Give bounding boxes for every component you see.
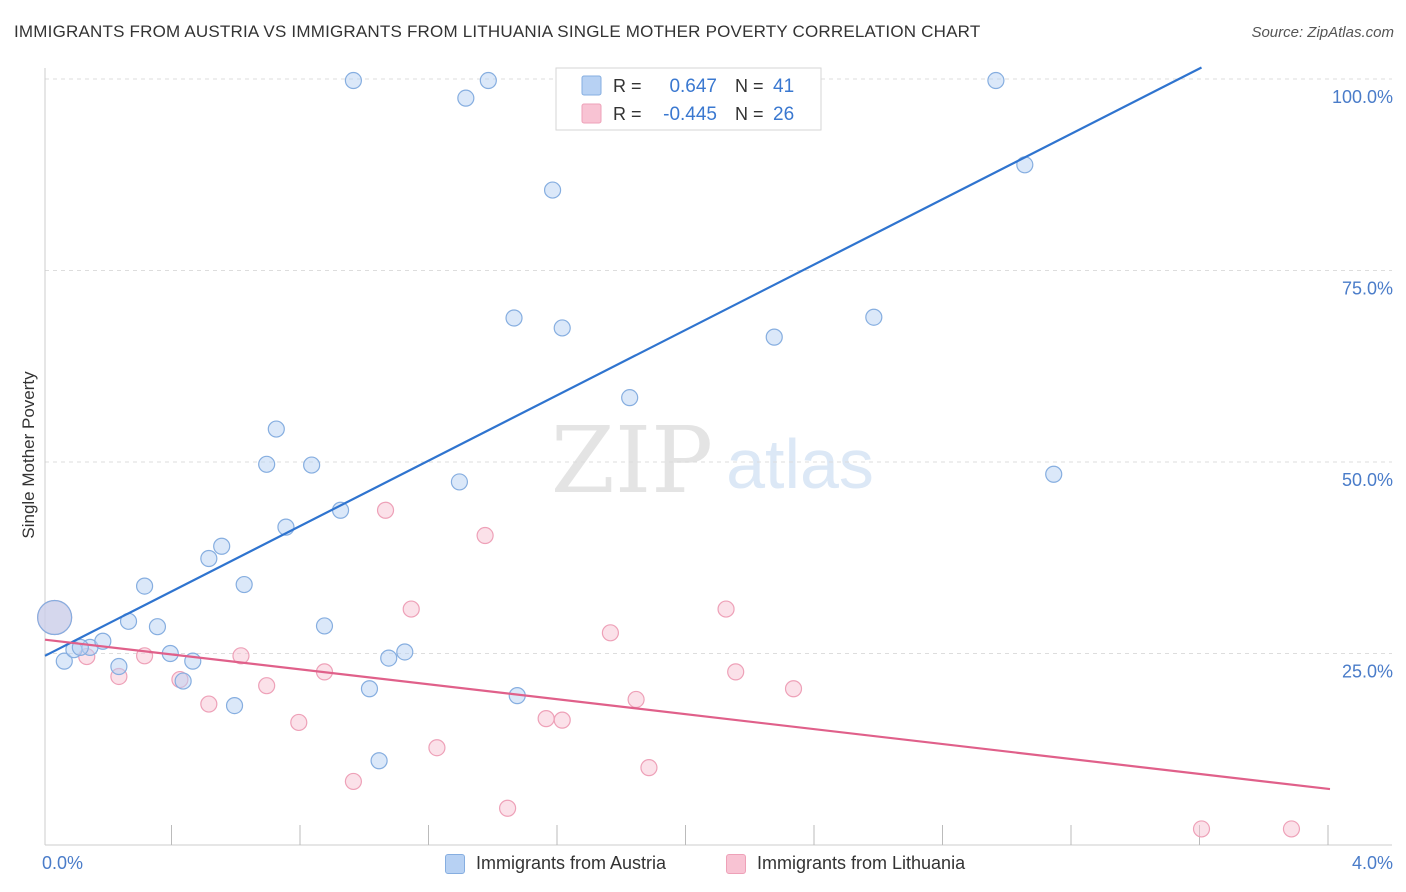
austria-point [865, 308, 883, 326]
lithuania-point [717, 600, 735, 618]
austria-point [37, 599, 73, 636]
lithuania-point [727, 663, 745, 681]
austria-point [344, 71, 362, 90]
legend-lithuania-swatch [726, 854, 746, 874]
austria-point [987, 71, 1005, 90]
stats-lithuania-swatch [581, 103, 602, 124]
austria-point [258, 455, 276, 473]
austria-point [505, 309, 523, 327]
source-credit: Source: ZipAtlas.com [1251, 24, 1394, 41]
trend-lines [44, 66, 1331, 791]
axes [44, 68, 1392, 846]
lithuania-point [258, 677, 276, 695]
x-tick-label: 4.0% [1352, 853, 1393, 873]
austria-point [174, 672, 192, 690]
legend-lithuania-label: Immigrants from Lithuania [757, 853, 966, 873]
austria-point [553, 319, 571, 337]
tick-labels: 25.0% 50.0% 75.0% 100.0% 0.0% 4.0% [42, 87, 1393, 873]
lithuania-trend-line [44, 638, 1331, 791]
austria-point [360, 680, 379, 698]
lithuania-point [402, 600, 420, 618]
lithuania-point [627, 690, 645, 709]
austria-point [380, 649, 398, 667]
stats-lithuania-n-label: N = [735, 104, 764, 124]
stats-austria-swatch [581, 75, 602, 96]
y-tick-label: 50.0% [1342, 470, 1393, 490]
austria-point [148, 618, 167, 636]
watermark-zip: ZIP [551, 407, 713, 514]
gridlines [45, 78, 1392, 654]
lithuania-point [290, 713, 308, 732]
lithuania-point [640, 759, 658, 777]
lithuania-point [1282, 820, 1301, 838]
lithuania-point [784, 680, 803, 698]
austria-point [765, 328, 783, 346]
austria-point [225, 696, 244, 715]
lithuania-point [537, 710, 555, 728]
stats-austria-n-value: 41 [773, 76, 794, 97]
austria-point [267, 420, 285, 438]
lithuania-point [601, 624, 620, 642]
legend-austria-swatch [445, 854, 465, 874]
austria-point [135, 577, 154, 595]
lithuania-point [553, 711, 571, 729]
austria-point [55, 652, 73, 670]
watermark-atlas: atlas [726, 425, 874, 503]
x-tick-label: 0.0% [42, 853, 83, 873]
y-axis-label: Single Mother Poverty [19, 371, 38, 539]
austria-point [213, 537, 231, 555]
stats-austria-n-label: N = [735, 76, 764, 96]
austria-trend-line [44, 66, 1202, 657]
chart-title: IMMIGRANTS FROM AUSTRIA VS IMMIGRANTS FR… [14, 22, 981, 41]
lithuania-point [499, 799, 517, 817]
lithuania-point [200, 695, 218, 713]
lithuania-point [376, 501, 395, 519]
stats-lithuania-r-value: -0.445 [663, 104, 717, 125]
stats-austria-r-label: R = [613, 76, 642, 96]
stats-lithuania-r-label: R = [613, 104, 642, 124]
austria-point [479, 71, 497, 90]
lithuania-point [428, 739, 446, 757]
lithuania-point [232, 647, 250, 665]
stats-austria-r-value: 0.647 [669, 76, 717, 97]
stats-lithuania-n-value: 26 [773, 104, 794, 125]
austria-point [1045, 465, 1063, 483]
y-tick-label: 25.0% [1342, 662, 1393, 682]
legend: Immigrants from Austria Immigrants from … [0, 850, 1406, 880]
austria-point [315, 617, 334, 635]
austria-points [37, 71, 1063, 770]
austria-point [396, 643, 414, 661]
lithuania-point [476, 526, 494, 545]
austria-point [370, 752, 388, 770]
legend-austria-label: Immigrants from Austria [476, 853, 667, 873]
austria-point [450, 473, 469, 491]
y-tick-label: 75.0% [1342, 279, 1393, 299]
austria-point [110, 657, 128, 676]
lithuania-point [344, 772, 362, 791]
y-tick-label: 100.0% [1332, 87, 1393, 107]
austria-point [235, 575, 253, 594]
lithuania-point [1192, 820, 1211, 838]
austria-point [200, 549, 218, 568]
austria-point [457, 89, 475, 107]
austria-point [621, 389, 639, 407]
austria-point [543, 181, 562, 199]
austria-point [303, 456, 321, 474]
stats-box: R = 0.647 N = 41 R = -0.445 N = 26 [555, 67, 822, 131]
